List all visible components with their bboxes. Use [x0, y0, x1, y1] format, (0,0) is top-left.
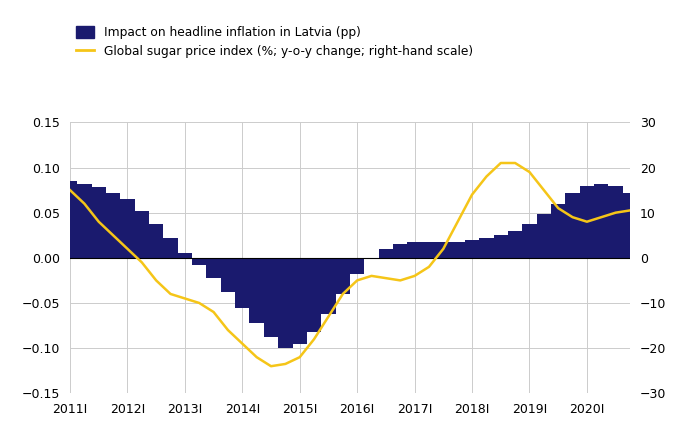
Legend: Impact on headline inflation in Latvia (pp), Global sugar price index (%; y-o-y : Impact on headline inflation in Latvia (… [76, 25, 473, 59]
